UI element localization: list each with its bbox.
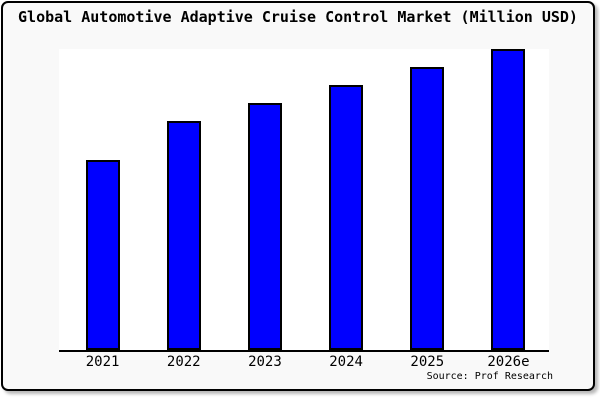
bar-slot-2026e [468, 49, 549, 350]
bar-slot-2025 [387, 49, 468, 350]
bar-slot-2021 [62, 49, 143, 350]
plot-area [59, 49, 549, 352]
x-axis-tick-labels: 2021 2022 2023 2024 2025 2026e [59, 354, 549, 370]
bar-slot-2022 [143, 49, 224, 350]
bars-container [59, 49, 549, 350]
chart-figure: Global Automotive Adaptive Cruise Contro… [1, 1, 595, 391]
bar-2022 [166, 121, 201, 350]
bar-2025 [410, 67, 445, 350]
x-tick-2021: 2021 [85, 354, 120, 370]
source-credit: Source: Prof Research [426, 371, 553, 382]
x-tick-2022: 2022 [166, 354, 201, 370]
bar-2023 [247, 103, 282, 350]
bar-2021 [85, 160, 120, 350]
bar-slot-2023 [224, 49, 305, 350]
x-tick-2025: 2025 [410, 354, 445, 370]
x-tick-2026e: 2026e [487, 354, 530, 370]
x-tick-2023: 2023 [248, 354, 282, 370]
bar-2026e [491, 49, 526, 350]
chart-title: Global Automotive Adaptive Cruise Contro… [18, 8, 578, 26]
x-tick-2024: 2024 [329, 354, 363, 370]
bar-2024 [329, 85, 364, 350]
bar-slot-2024 [306, 49, 387, 350]
